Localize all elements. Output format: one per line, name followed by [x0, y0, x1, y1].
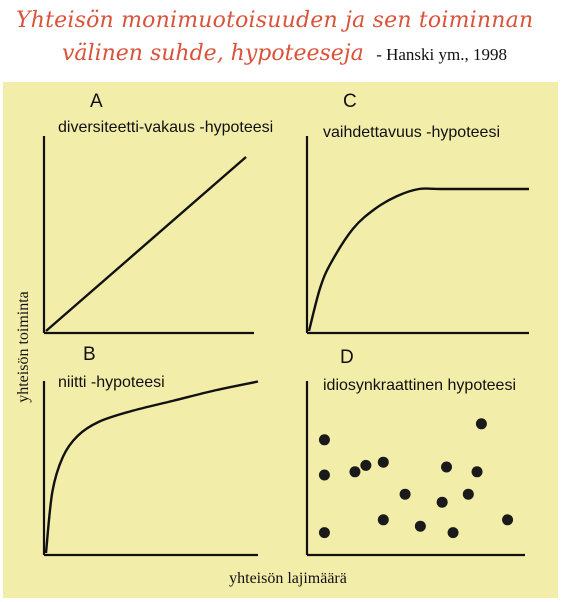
panel-b-label: niitti -hypoteesi [58, 374, 165, 391]
panel-c-letter: C [343, 91, 357, 112]
panel-d-point-13 [414, 520, 426, 532]
axes-layer [42, 136, 529, 557]
panel-d-label: idiosynkraattinen hypoteesi [323, 377, 516, 394]
panel-d-point-1 [318, 434, 330, 446]
figure-background [3, 82, 558, 598]
panel-a-letter: A [90, 91, 103, 112]
panel-d-point-10 [436, 496, 448, 508]
panel-d-point-8 [471, 466, 483, 478]
panel-d-point-2 [360, 459, 372, 471]
panel-d-point-5 [318, 469, 330, 481]
panel-d-point-9 [399, 488, 411, 500]
panel-d-point-6 [349, 466, 361, 478]
x-axis-label: yhteisön lajimäärä [229, 570, 347, 587]
panel-c-curve [307, 187, 529, 332]
panel-a-curve [45, 156, 247, 332]
marks-layer [44, 156, 529, 554]
panel-d-point-16 [318, 527, 330, 539]
panel-c-label: vaihdettavuus -hypoteesi [323, 124, 500, 141]
panel-b-curve [44, 380, 259, 554]
title-line-2-text: välinen suhde, hypoteeseja [62, 41, 364, 66]
panel-a-label: diversiteetti-vakaus -hypoteesi [58, 119, 273, 136]
panel-d-point-15 [447, 527, 459, 539]
panel-d-point-14 [502, 514, 514, 526]
title-line-1: Yhteisön monimuotoisuuden ja sen toiminn… [16, 8, 534, 33]
panel-d-point-4 [475, 418, 487, 430]
panel-d-letter: D [340, 347, 354, 368]
y-axis-label: yhteisön toiminta [15, 291, 32, 403]
panel-b-letter: B [83, 344, 96, 365]
citation: - Hanski ym., 1998 [376, 45, 507, 64]
panel-d-point-11 [462, 488, 474, 500]
panel-d-point-3 [377, 456, 389, 468]
title-line-2: välinen suhde, hypoteeseja - Hanski ym.,… [62, 41, 507, 66]
panel-d-point-12 [377, 514, 389, 526]
panel-d-point-7 [441, 461, 453, 473]
